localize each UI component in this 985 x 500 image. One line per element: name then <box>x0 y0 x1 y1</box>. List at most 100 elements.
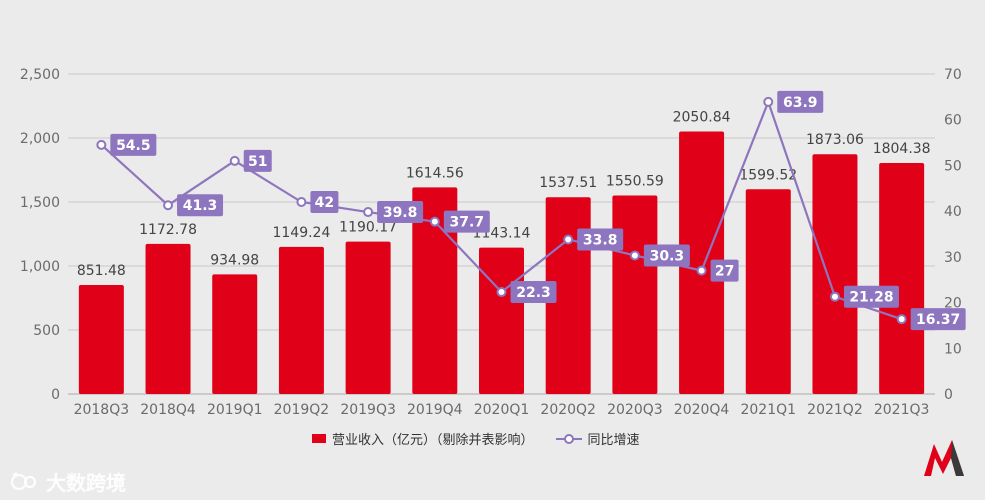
growth-point <box>363 207 374 218</box>
growth-point <box>96 139 107 150</box>
right-axis-tick: 20 <box>944 296 962 312</box>
bar-data-label: 1873.06 <box>806 132 864 148</box>
growth-label-box <box>777 90 824 113</box>
growth-label-box <box>510 281 557 304</box>
x-axis-tick: 2018Q4 <box>140 402 196 418</box>
bar-data-label: 934.98 <box>210 252 259 268</box>
bar <box>345 241 391 394</box>
right-axis-tick: 40 <box>944 204 962 220</box>
growth-data-label: 54.5 <box>116 138 151 154</box>
bar-data-label: 1149.24 <box>272 225 330 241</box>
bar-data-label: 1614.56 <box>406 165 464 181</box>
growth-label-box <box>710 259 739 282</box>
left-axis-tick: 2,500 <box>20 67 60 83</box>
x-axis-tick: 2019Q1 <box>207 402 263 418</box>
x-axis-tick: 2018Q3 <box>74 402 130 418</box>
bar <box>879 163 925 394</box>
growth-label-box <box>910 308 966 331</box>
growth-data-label: 63.9 <box>783 95 818 111</box>
growth-point <box>763 96 774 107</box>
x-axis-tick: 2020Q3 <box>607 402 663 418</box>
brand-logo-icon <box>10 471 37 490</box>
right-axis-tick: 50 <box>944 158 962 174</box>
bar-data-label: 851.48 <box>77 263 126 279</box>
growth-label-box <box>643 244 690 267</box>
corner-logo-icon <box>924 440 964 476</box>
growth-point <box>429 216 440 227</box>
growth-data-label: 30.3 <box>650 248 685 264</box>
legend-bar-swatch <box>312 434 326 443</box>
watermark: 大数跨境 <box>10 467 126 496</box>
bar-data-label: 1804.38 <box>873 141 931 157</box>
growth-point <box>496 287 507 298</box>
growth-point <box>163 200 174 211</box>
legend-item-growth[interactable]: 同比增速 <box>555 429 640 448</box>
x-axis-tick: 2021Q2 <box>807 402 863 418</box>
bar-data-label: 1190.17 <box>339 220 397 236</box>
right-axis-tick: 60 <box>944 113 962 129</box>
growth-point <box>829 291 840 302</box>
bar <box>278 246 324 394</box>
bar <box>412 187 458 394</box>
legend: 营业收入（亿元）（剔除并表影响） 同比增速 <box>312 429 662 448</box>
x-axis-tick: 2019Q3 <box>340 402 396 418</box>
growth-point <box>696 265 707 276</box>
legend-label-growth: 同比增速 <box>587 433 640 448</box>
bar <box>479 247 524 394</box>
growth-label-box <box>243 149 272 172</box>
bar <box>745 189 791 394</box>
legend-item-revenue[interactable]: 营业收入（亿元）（剔除并表影响） <box>312 429 534 448</box>
x-axis-tick: 2021Q3 <box>874 402 930 418</box>
growth-data-label: 33.8 <box>583 232 618 248</box>
bar <box>145 243 191 394</box>
bar <box>612 195 658 394</box>
growth-data-label: 51 <box>248 154 267 170</box>
left-axis-tick: 1,500 <box>20 195 60 211</box>
bar-data-label: 1599.52 <box>739 167 797 183</box>
growth-label-box <box>310 191 339 213</box>
growth-data-label: 22.3 <box>516 285 551 301</box>
growth-label-box <box>577 228 624 251</box>
right-axis-tick: 0 <box>944 387 953 403</box>
growth-data-label: 27 <box>715 264 734 280</box>
x-axis-tick: 2021Q1 <box>740 402 796 418</box>
right-axis-tick: 30 <box>944 250 962 266</box>
bar-data-label: 2050.84 <box>673 109 731 125</box>
growth-label-box <box>843 285 899 308</box>
legend-line-swatch <box>555 433 582 445</box>
bar-data-label: 1550.59 <box>606 174 664 190</box>
left-axis-tick: 0 <box>51 387 60 403</box>
growth-point <box>896 314 907 325</box>
growth-data-label: 39.8 <box>383 205 418 221</box>
growth-label-box <box>377 201 424 224</box>
bar-data-label: 1537.51 <box>539 175 597 191</box>
growth-label-box <box>443 210 490 233</box>
growth-data-label: 37.7 <box>450 215 485 231</box>
bar-data-label: 1172.78 <box>139 222 197 238</box>
growth-data-label: 42 <box>315 195 334 211</box>
growth-label-box <box>110 133 157 156</box>
bar <box>812 154 858 394</box>
x-axis-tick: 2020Q1 <box>474 402 530 418</box>
bar <box>78 285 124 394</box>
x-axis-tick: 2020Q4 <box>674 402 730 418</box>
right-axis-tick: 10 <box>944 341 962 357</box>
watermark-text: 大数跨境 <box>46 471 126 495</box>
growth-data-label: 41.3 <box>183 198 218 214</box>
growth-data-label: 21.28 <box>849 290 893 306</box>
left-axis-tick: 500 <box>33 323 60 339</box>
growth-label-box <box>177 194 224 217</box>
bar <box>679 131 725 394</box>
growth-point <box>563 234 574 245</box>
bar <box>212 274 258 394</box>
right-axis-tick: 70 <box>944 67 962 83</box>
growth-point <box>296 197 307 207</box>
left-axis-tick: 1,000 <box>20 259 60 275</box>
x-axis-tick: 2019Q4 <box>407 402 463 418</box>
growth-point <box>629 250 640 261</box>
growth-point <box>229 155 240 166</box>
legend-label-revenue: 营业收入（亿元）（剔除并表影响） <box>332 433 534 448</box>
left-axis-tick: 2,000 <box>20 131 60 147</box>
x-axis-tick: 2020Q2 <box>540 402 596 418</box>
x-axis-tick: 2019Q2 <box>274 402 330 418</box>
